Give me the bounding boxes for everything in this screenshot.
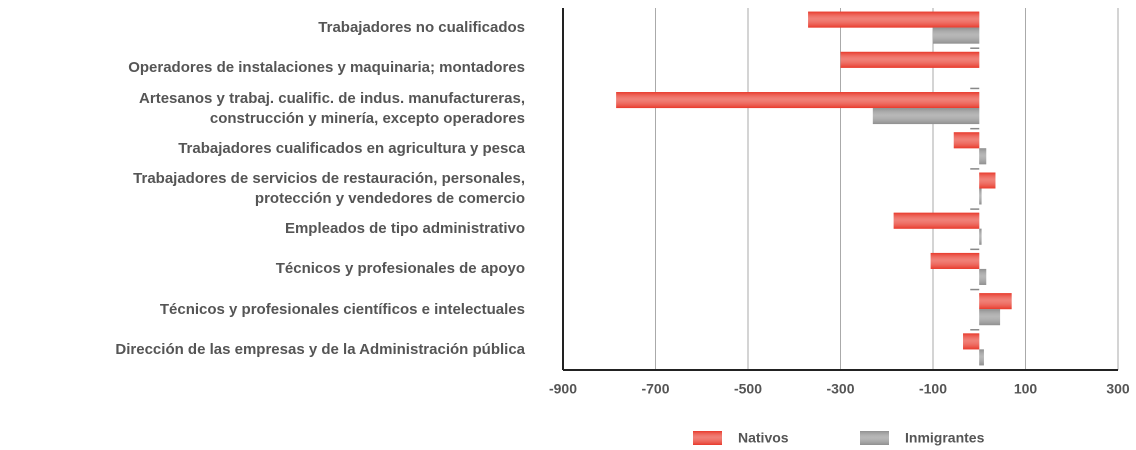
x-tick-label: -700 — [641, 381, 669, 397]
x-tick-label: 100 — [1014, 381, 1038, 397]
bar-shine — [963, 333, 980, 350]
bar-shine — [616, 92, 980, 109]
bar-shine — [979, 309, 1001, 326]
y-tick-label: Técnicos y profesionales científicos e i… — [159, 300, 525, 318]
bar-shine — [979, 293, 1012, 310]
bar-shine — [933, 27, 980, 44]
bar-shine — [953, 132, 980, 149]
y-tick-label: Dirección de las empresas y de la Admini… — [115, 340, 525, 358]
x-tick-label: -900 — [549, 381, 577, 397]
y-tick-label: Trabajadores cualificados en agricultura… — [178, 139, 525, 157]
x-tick-label: -100 — [919, 381, 947, 397]
bar-shine — [808, 11, 980, 28]
bar-shine — [979, 148, 987, 165]
bar-shine — [840, 51, 980, 68]
bar-shine — [979, 188, 982, 205]
bar-shine — [979, 349, 984, 366]
y-tick-label: Operadores de instalaciones y maquinaria… — [128, 59, 525, 77]
bar-shine — [979, 228, 982, 245]
bar-shine — [930, 252, 980, 269]
y-tick-label: Empleados de tipo administrativo — [284, 220, 525, 238]
y-tick-label: Trabajadores de servicios de restauració… — [133, 170, 525, 207]
legend-label: Nativos — [738, 430, 789, 446]
legend-swatch-shine — [860, 431, 889, 445]
y-tick-label: Técnicos y profesionales de apoyo — [275, 260, 525, 278]
legend-label: Inmigrantes — [905, 430, 985, 446]
bar-shine — [979, 172, 996, 189]
x-tick-label: -300 — [826, 381, 854, 397]
y-tick-label: Artesanos y trabaj. cualific. de indus. … — [139, 89, 525, 127]
legend-swatch-shine — [693, 431, 722, 445]
bar-shine — [893, 212, 980, 229]
y-tick-label: Trabajadores no cualificados — [318, 19, 525, 37]
x-tick-label: 300 — [1106, 381, 1130, 397]
x-tick-label: -500 — [734, 381, 762, 397]
bar-shine — [872, 108, 980, 125]
bar-shine — [979, 268, 987, 285]
